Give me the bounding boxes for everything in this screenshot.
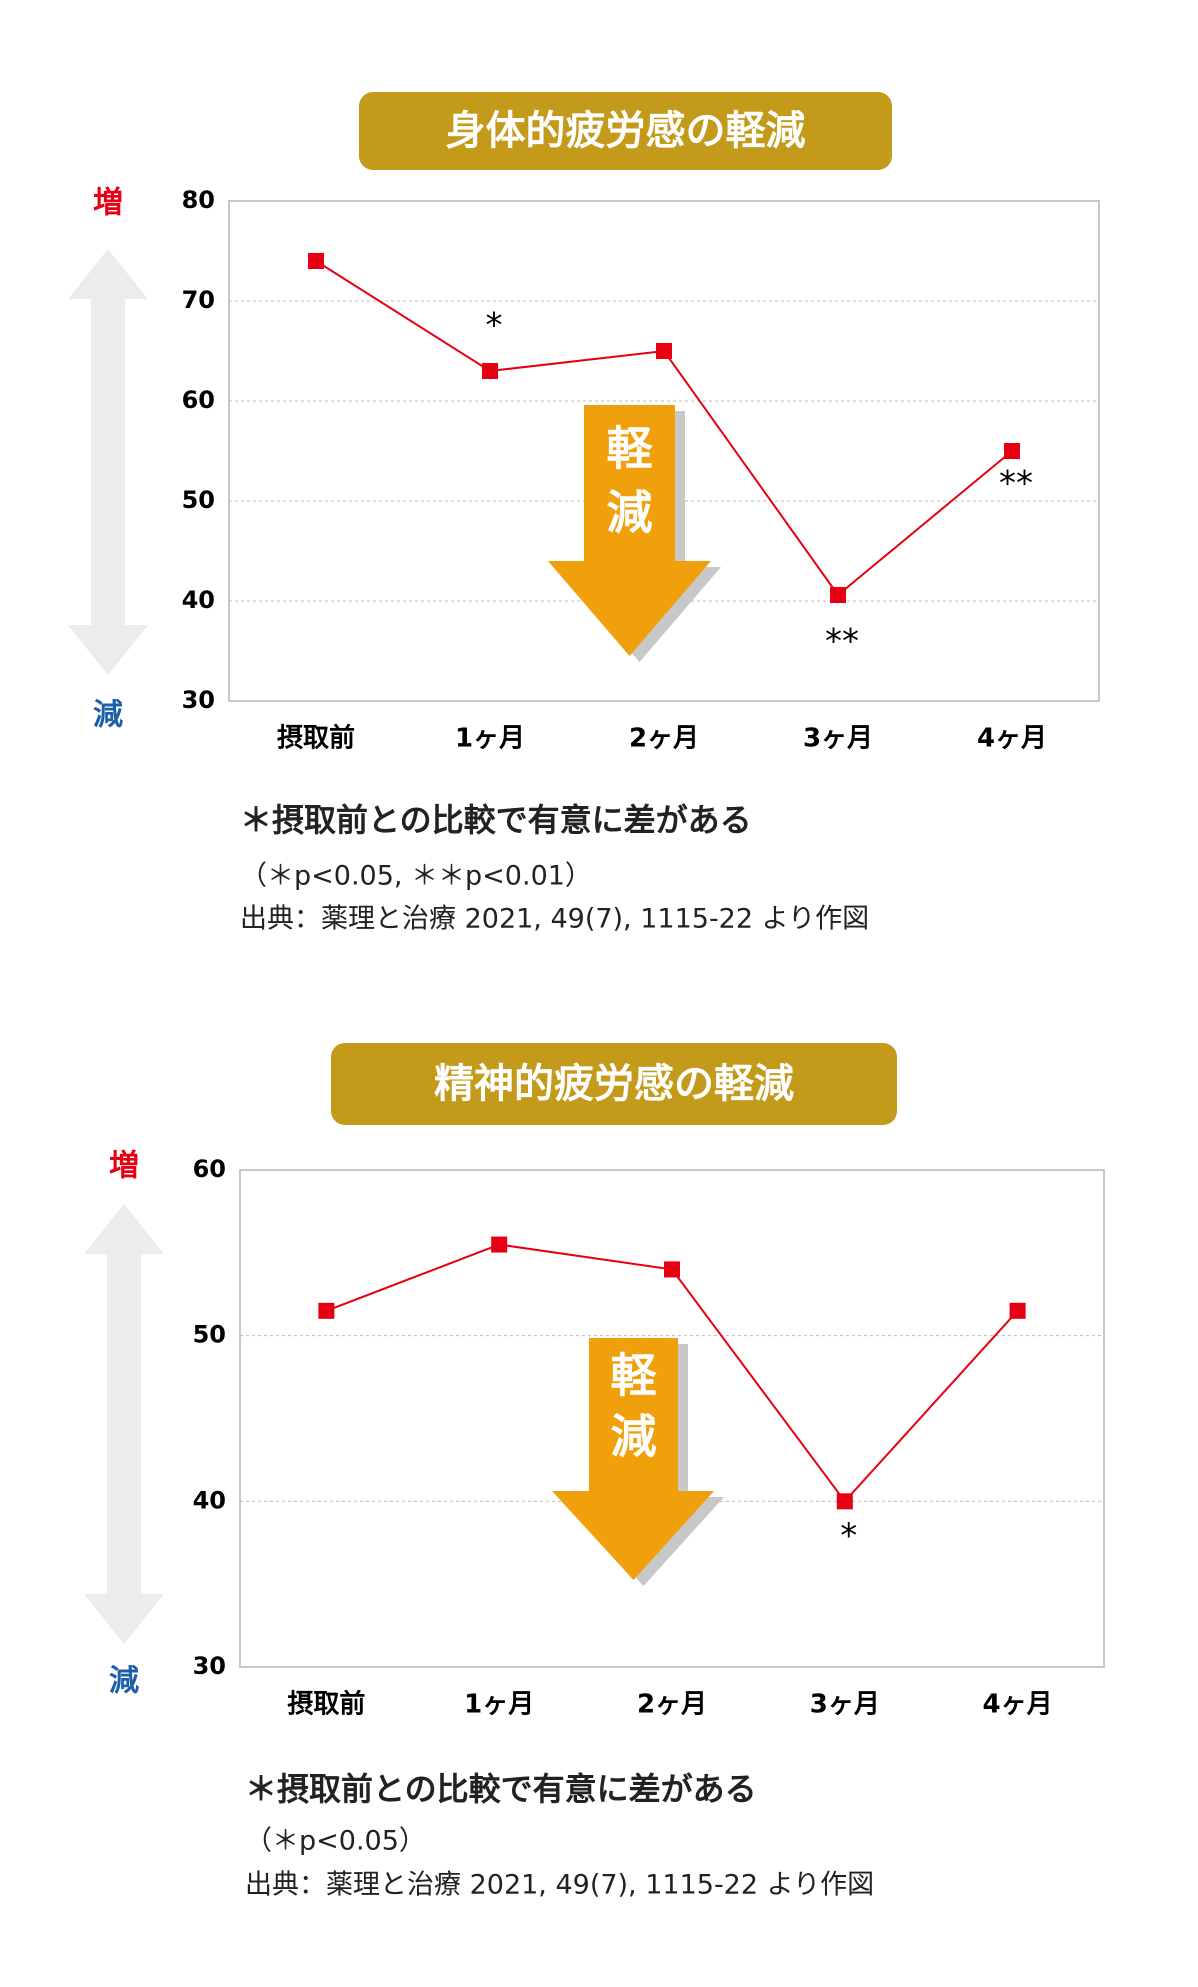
title-box — [359, 92, 892, 170]
axis-top-label: 増 — [93, 186, 123, 221]
y-tick-label: 30 — [182, 686, 215, 714]
data-point — [830, 587, 846, 603]
reduction-arrow — [548, 405, 711, 656]
data-point — [836, 1493, 853, 1510]
data-point — [1009, 1302, 1026, 1319]
y-tick-label: 40 — [182, 586, 215, 614]
arrow-label: 減 — [607, 486, 653, 540]
axis-top-label: 増 — [109, 1149, 139, 1184]
x-tick-label: 3ヶ月 — [810, 1690, 880, 1720]
x-tick-label: 摂取前 — [277, 723, 355, 754]
note: 出典：薬理と治療 2021, 49(7), 1115-22 より作図 — [240, 904, 869, 935]
arrow-label: 減 — [611, 1410, 657, 1464]
x-tick-label: 4ヶ月 — [983, 1690, 1053, 1720]
y-tick-label: 60 — [182, 386, 215, 414]
data-point — [1004, 443, 1020, 459]
axis-bottom-label: 減 — [109, 1664, 139, 1699]
data-point — [656, 343, 672, 359]
x-tick-label: 4ヶ月 — [977, 724, 1047, 754]
data-point — [318, 1302, 335, 1319]
data-point — [308, 253, 324, 269]
x-tick-label: 1ヶ月 — [464, 1690, 534, 1720]
chart-title: 身体的疲労感の軽減 — [446, 108, 806, 154]
note: （＊p<0.05, ＊＊p<0.01） — [240, 861, 592, 892]
note: ＊摂取前との比較で有意に差がある — [240, 801, 752, 839]
scale-arrow — [68, 249, 148, 675]
y-tick-label: 50 — [193, 1321, 226, 1349]
data-point — [664, 1261, 680, 1278]
significance-mark: ** — [999, 464, 1033, 504]
x-tick-label: 摂取前 — [287, 1689, 365, 1720]
plot-frame — [228, 200, 1100, 702]
title-box — [331, 1043, 897, 1125]
y-tick-label: 60 — [193, 1155, 226, 1183]
x-tick-label: 2ヶ月 — [629, 724, 699, 754]
arrow-label: 軽 — [611, 1349, 658, 1403]
arrow-label: 軽 — [607, 422, 654, 476]
data-point — [491, 1236, 508, 1253]
significance-mark: * — [486, 306, 503, 346]
scale-arrow — [84, 1204, 164, 1644]
x-tick-label: 3ヶ月 — [803, 724, 873, 754]
y-tick-label: 30 — [193, 1652, 226, 1680]
note: ＊摂取前との比較で有意に差がある — [245, 1770, 757, 1808]
note: 出典：薬理と治療 2021, 49(7), 1115-22 より作図 — [245, 1870, 874, 1901]
axis-bottom-label: 減 — [93, 698, 123, 733]
plot-frame — [239, 1169, 1105, 1668]
x-tick-label: 2ヶ月 — [637, 1690, 707, 1720]
y-tick-label: 70 — [182, 286, 215, 314]
x-tick-label: 1ヶ月 — [455, 724, 525, 754]
y-tick-label: 50 — [182, 486, 215, 514]
note: （＊p<0.05） — [245, 1826, 426, 1857]
chart-title: 精神的疲労感の軽減 — [434, 1061, 794, 1107]
significance-mark: * — [840, 1516, 857, 1556]
reduction-arrow — [552, 1338, 714, 1580]
data-point — [482, 363, 498, 379]
y-tick-label: 80 — [182, 186, 215, 214]
significance-mark: ** — [825, 622, 859, 662]
y-tick-label: 40 — [193, 1486, 226, 1514]
